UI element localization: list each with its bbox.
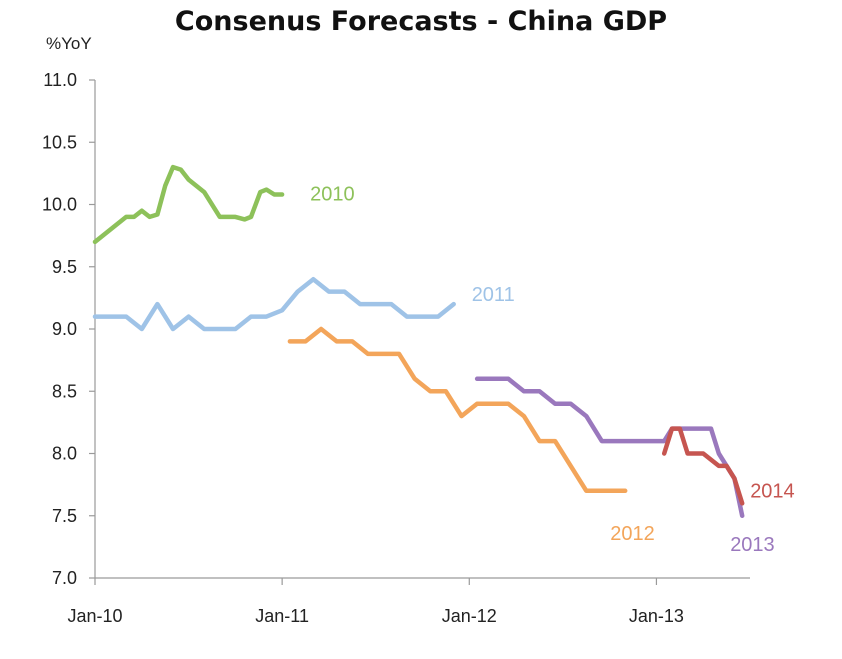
y-tick-label: 7.0 — [52, 568, 77, 588]
series-line-2013 — [474, 376, 745, 519]
chart-title: Consenus Forecasts - China GDP — [175, 6, 667, 37]
series-line-2012 — [287, 326, 628, 494]
y-tick-label: 11.0 — [43, 70, 77, 90]
x-axis-ticks: Jan-10 Jan-11 Jan-12 Jan-13 — [67, 578, 684, 626]
y-tick-label: 9.5 — [52, 257, 77, 277]
x-tick-label: Jan-13 — [629, 606, 684, 626]
x-tick-label: Jan-10 — [67, 606, 122, 626]
y-tick-label: 8.5 — [52, 381, 77, 401]
series-line-2010 — [92, 164, 285, 245]
y-tick-label: 8.0 — [52, 444, 77, 464]
series-lines — [92, 164, 745, 519]
y-axis-unit-label: %YoY — [46, 34, 92, 53]
series-label-2011: 2011 — [472, 284, 515, 306]
y-tick-label: 10.0 — [42, 195, 77, 215]
series-labels: 2010 2011 2012 2013 2014 — [310, 184, 795, 556]
y-axis-ticks: 7.0 7.5 8.0 8.5 9.0 9.5 10.0 10.5 11.0 — [42, 70, 95, 588]
x-tick-label: Jan-12 — [442, 606, 497, 626]
y-tick-label: 10.5 — [42, 132, 77, 152]
series-label-2013: 2013 — [730, 534, 775, 556]
series-label-2014: 2014 — [750, 480, 795, 502]
series-label-2010: 2010 — [310, 184, 355, 206]
series-line-2011 — [92, 276, 456, 332]
y-tick-label: 7.5 — [52, 506, 77, 526]
y-tick-label: 9.0 — [52, 319, 77, 339]
series-line-2014 — [661, 426, 745, 506]
x-tick-label: Jan-11 — [255, 606, 309, 626]
series-label-2012: 2012 — [610, 523, 655, 545]
